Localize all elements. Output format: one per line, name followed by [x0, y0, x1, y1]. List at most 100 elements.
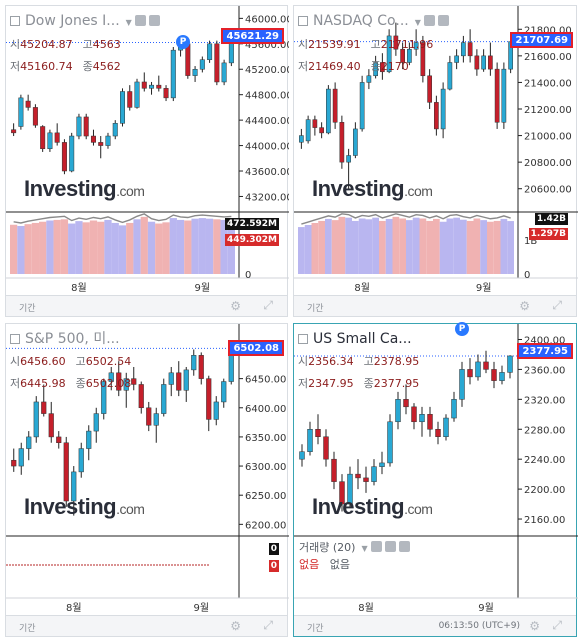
legend: S&P 500, 미... 시6456.60 고6502.54 저6445.98 종… [10, 328, 131, 395]
expand-icon[interactable]: ⤢ [263, 618, 273, 632]
expand-icon[interactable]: ⤢ [552, 618, 562, 632]
candle-body [54, 132, 60, 143]
close-icon[interactable] [398, 541, 410, 552]
y-tick-label: 2200.00 [524, 485, 565, 496]
candle-body [395, 399, 401, 423]
high-label: 고 [75, 355, 86, 368]
candle-body [447, 62, 453, 90]
gear-icon[interactable]: ⚙ [519, 299, 530, 313]
period-label[interactable]: 기간 [307, 624, 324, 634]
chart-panel-nasdaq[interactable]: 21800.00 21600.00 21400.00 21200.00 21000.00… [293, 5, 578, 317]
high-value: 6502.54 [85, 355, 132, 368]
candle-body [176, 372, 182, 391]
candle-body [323, 436, 329, 460]
candle-body [161, 384, 167, 414]
close-icon[interactable] [437, 15, 449, 26]
open-value: 21539.91 [308, 38, 361, 51]
volume-bar [10, 224, 18, 274]
collapse-icon[interactable] [10, 16, 20, 26]
period-label[interactable]: 기간 [19, 624, 36, 634]
x-tick-label: 9월 [476, 282, 492, 294]
volume-bar [372, 217, 379, 274]
candle-body [494, 68, 500, 123]
expand-icon[interactable]: ⤢ [263, 298, 273, 312]
volume-bar [60, 219, 69, 274]
close-icon[interactable] [148, 15, 160, 26]
candle-body [47, 132, 53, 150]
chart-panel-russell[interactable]: 2400.00 2360.00 2320.00 2280.00 2240.00 2200.… [293, 322, 578, 637]
candle-body [499, 372, 505, 381]
volume-bar [89, 220, 98, 274]
volume-bar [133, 219, 141, 274]
y-tick-label: 2160.00 [524, 515, 565, 526]
chart-footer: 기간 ⚙ ⤢ [6, 615, 287, 636]
candle-body [198, 355, 204, 379]
collapse-icon[interactable] [298, 16, 308, 26]
volume-bar [426, 220, 433, 274]
candle-body [467, 42, 473, 57]
candle-body [221, 381, 227, 403]
volume-ma-line [13, 213, 232, 224]
candle-body [101, 381, 107, 414]
investing-logo: Investing.com [24, 494, 145, 519]
candle-body [146, 407, 152, 426]
volume-bar [184, 220, 192, 274]
close-value: 6502.08 [85, 377, 132, 390]
expand-icon[interactable]: ⤢ [552, 298, 562, 312]
volume-bar [352, 220, 359, 274]
y-tick-label: 43600.00 [245, 167, 289, 178]
settings-icon[interactable] [423, 15, 435, 26]
open-value: 6456.60 [20, 355, 66, 368]
y-tick-label: 6400.00 [245, 404, 286, 415]
chevron-down-icon[interactable]: ▼ [125, 18, 132, 27]
volume-bar [82, 222, 90, 274]
candle-body [163, 88, 169, 99]
volume-bar [487, 221, 494, 274]
close-label: 종 [363, 377, 374, 390]
candle-body [413, 42, 419, 50]
candle-body [443, 417, 449, 437]
settings-icon[interactable] [134, 15, 146, 26]
candle-body [93, 413, 99, 432]
candle-body [339, 122, 345, 163]
chevron-down-icon[interactable]: ▼ [361, 544, 368, 553]
volume-bar [53, 219, 61, 274]
investing-logo: Investing.com [24, 176, 145, 201]
candle-body [123, 378, 129, 391]
candle-body [315, 429, 321, 437]
symbol-title: NASDAQ Co... [313, 13, 409, 29]
candle-body [149, 84, 155, 89]
event-marker[interactable]: P [176, 35, 190, 49]
gear-icon[interactable]: ⚙ [529, 619, 540, 633]
candle-body [78, 448, 84, 473]
y-tick-label: 43200.00 [245, 192, 289, 203]
settings-icon[interactable] [370, 541, 382, 552]
collapse-icon[interactable] [298, 334, 308, 344]
chart-panel-sp500[interactable]: 6450.00 6400.00 6350.00 6300.00 6250.00 6200.… [5, 323, 289, 637]
candle-body [501, 68, 507, 123]
candle-body [56, 436, 62, 443]
collapse-icon[interactable] [10, 334, 20, 344]
y-tick-label: 2240.00 [524, 455, 565, 466]
volume-ma-line [301, 213, 511, 225]
volume-top-label: 472.592M [225, 218, 279, 230]
period-label[interactable]: 기간 [19, 304, 36, 314]
y-tick-label: 21000.00 [524, 132, 572, 143]
candle-body [134, 81, 140, 108]
x-tick-label: 8월 [71, 282, 87, 294]
gear-icon[interactable]: ⚙ [230, 619, 241, 633]
y-tick-label: 20600.00 [524, 185, 572, 196]
gear-icon[interactable]: ⚙ [230, 299, 241, 313]
volume-bar [169, 218, 177, 274]
investing-logo: Investing.com [312, 176, 433, 201]
event-marker[interactable]: P [455, 322, 469, 336]
candle-body [307, 429, 313, 452]
candle-body [90, 135, 96, 143]
candle-body [26, 436, 32, 449]
chart-panel-dow[interactable]: 46000.00 45600.00 45200.00 44800.00 44400.00… [5, 5, 289, 317]
close-value: 2170 [380, 60, 409, 73]
visibility-icon[interactable] [384, 541, 396, 552]
period-label[interactable]: 기간 [307, 304, 324, 314]
volume-bar [227, 219, 235, 274]
chevron-down-icon[interactable]: ▼ [414, 18, 421, 27]
